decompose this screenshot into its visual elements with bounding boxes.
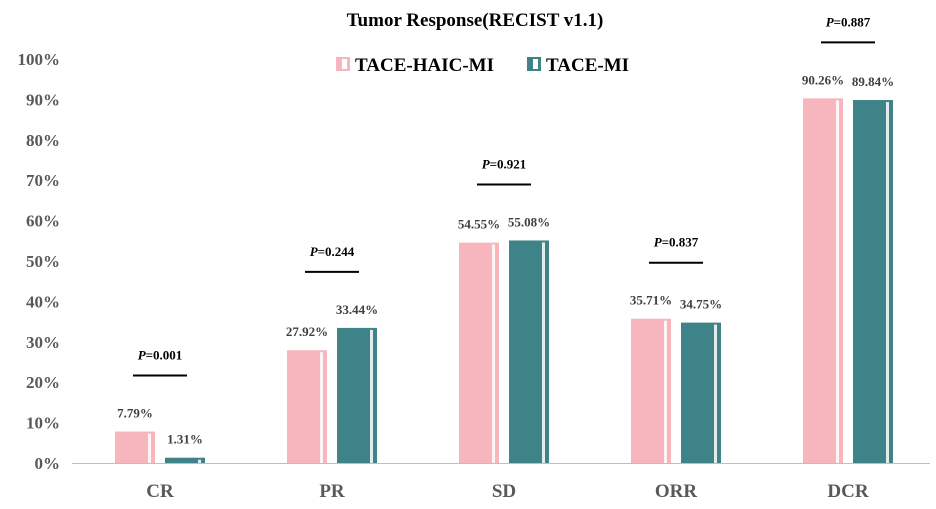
bar-highlight: [886, 102, 889, 464]
legend: TACE-HAIC-MI TACE-MI: [336, 55, 629, 76]
y-tick-label: 20%: [26, 373, 60, 392]
y-tick-label: 100%: [18, 50, 61, 69]
legend-label-tace-mi: TACE-MI: [546, 55, 629, 76]
p-value-annotations: P=0.001 P=0.244 P=0.921 P=0.837 P=0.887: [133, 14, 875, 377]
p-value-label: P=0.001: [138, 348, 183, 363]
legend-swatch-highlight-tace-haic-mi: [342, 59, 347, 69]
data-label: 89.84%: [852, 74, 894, 89]
bar-highlight: [370, 329, 373, 463]
bar-highlight: [320, 352, 323, 463]
p-value-label: P=0.921: [482, 156, 527, 171]
data-label: 34.75%: [680, 297, 722, 312]
data-label: 7.79%: [117, 406, 153, 421]
data-label: 54.55%: [458, 217, 500, 232]
legend-item-tace-mi: TACE-MI: [527, 55, 629, 76]
bar-highlight: [148, 433, 151, 463]
data-label: 1.31%: [167, 432, 203, 447]
y-tick-label: 0%: [35, 454, 61, 473]
bar-highlight: [714, 324, 717, 463]
y-tick-label: 50%: [26, 252, 60, 271]
data-labels: 7.79% 1.31% 27.92% 33.44% 54.55% 55.08% 35.71%…: [117, 72, 894, 446]
x-tick-label-sd: SD: [492, 481, 516, 502]
p-value-label: P=0.887: [826, 14, 871, 29]
y-axis: 0% 10% 20% 30% 40% 50% 60% 70% 80% 90% 100%: [18, 50, 61, 473]
y-tick-label: 10%: [26, 414, 60, 433]
chart-title: Tumor Response(RECIST v1.1): [347, 10, 604, 31]
legend-label-tace-haic-mi: TACE-HAIC-MI: [355, 55, 494, 76]
legend-swatch-highlight-tace-mi: [533, 59, 538, 69]
bars: [115, 98, 893, 464]
p-value-label: P=0.244: [310, 244, 355, 259]
x-tick-label-pr: PR: [319, 481, 345, 502]
data-label: 33.44%: [336, 302, 378, 317]
y-tick-label: 30%: [26, 333, 60, 352]
bar-highlight: [542, 242, 545, 463]
bar-highlight: [492, 244, 495, 463]
bar-highlight: [664, 320, 667, 463]
y-tick-label: 40%: [26, 292, 60, 311]
bar-highlight: [836, 100, 839, 463]
x-tick-label-cr: CR: [146, 481, 174, 502]
data-label: 55.08%: [508, 214, 550, 229]
legend-item-tace-haic-mi: TACE-HAIC-MI: [336, 55, 494, 76]
x-axis: CR PR SD ORR DCR: [72, 463, 930, 502]
data-label: 90.26%: [802, 72, 844, 87]
p-value-label: P=0.837: [654, 235, 699, 250]
y-tick-label: 70%: [26, 171, 60, 190]
bar-highlight: [198, 459, 201, 463]
y-tick-label: 80%: [26, 131, 60, 150]
y-tick-label: 90%: [26, 90, 60, 109]
x-tick-label-orr: ORR: [655, 481, 698, 502]
data-label: 27.92%: [286, 324, 328, 339]
x-tick-label-dcr: DCR: [827, 481, 868, 502]
data-label: 35.71%: [630, 293, 672, 308]
bar-tace-mi-cr: [165, 457, 205, 463]
y-tick-label: 60%: [26, 212, 60, 231]
